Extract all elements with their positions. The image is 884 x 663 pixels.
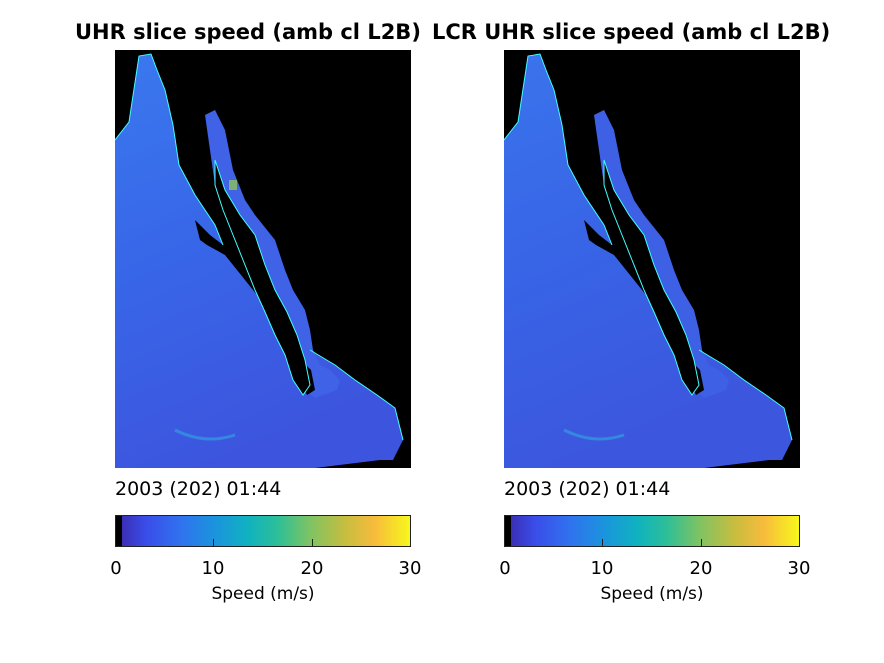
right-tick-30: 30: [787, 558, 811, 579]
right-tick-20: 20: [689, 558, 713, 579]
right-tick-mark: [602, 539, 603, 546]
left-panel-title: UHR slice speed (amb cl L2B): [75, 20, 421, 44]
left-tick-20: 20: [300, 558, 324, 579]
pacific-ocean-region: [504, 54, 792, 468]
right-colorbar: [504, 515, 800, 547]
right-speed-map: [504, 50, 800, 468]
left-tick-mark: [213, 539, 214, 546]
left-colorbar-label: Speed (m/s): [211, 584, 315, 604]
left-tick-10: 10: [201, 558, 225, 579]
left-timestamp: 2003 (202) 01:44: [115, 478, 282, 500]
right-timestamp: 2003 (202) 01:44: [504, 478, 671, 500]
left-tick-30: 30: [398, 558, 422, 579]
right-tick-10: 10: [590, 558, 614, 579]
right-panel-title: LCR UHR slice speed (amb cl L2B): [432, 20, 831, 44]
left-tick-0: 0: [110, 558, 122, 579]
left-colorbar: [115, 515, 411, 547]
baja-peninsula-land: [214, 159, 311, 396]
right-tick-0: 0: [499, 558, 511, 579]
gulf-of-california-region: [205, 110, 340, 398]
right-tick-mark: [701, 539, 702, 546]
gulf-of-california-region: [594, 110, 729, 398]
pacific-ocean-region: [115, 54, 403, 468]
baja-peninsula-land: [603, 159, 700, 396]
right-colorbar-label: Speed (m/s): [600, 584, 704, 604]
left-speed-map: [115, 50, 411, 468]
left-tick-mark: [312, 539, 313, 546]
